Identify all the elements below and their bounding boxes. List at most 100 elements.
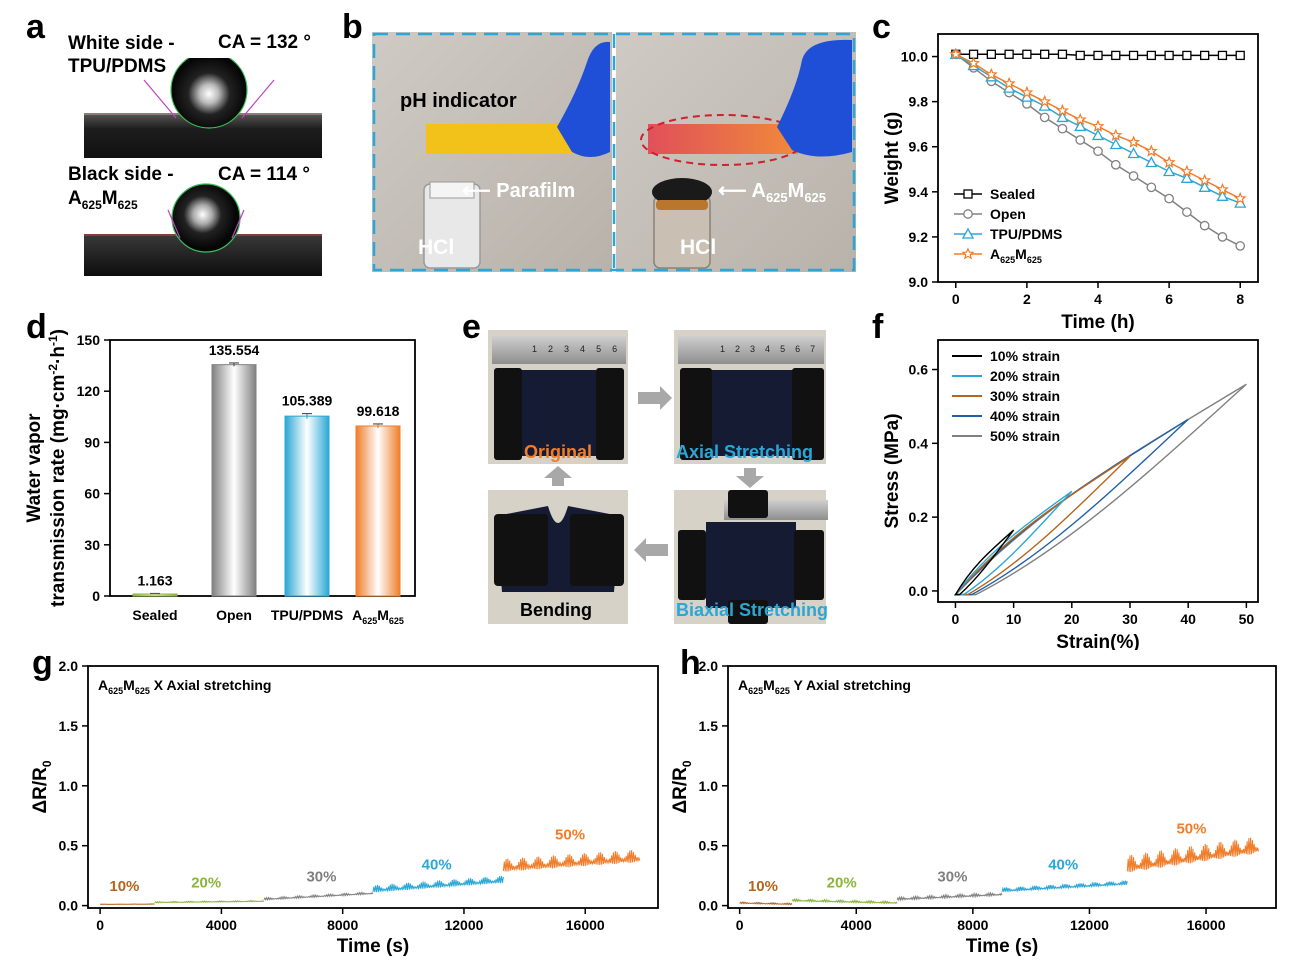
h-title-rest: Y Axial stretching bbox=[790, 677, 911, 693]
g-ylabel-sub: 0 bbox=[40, 760, 54, 767]
c-legend-marker-1 bbox=[963, 209, 973, 219]
c-point-0 bbox=[1217, 50, 1228, 61]
h-title: A625M625 Y Axial stretching bbox=[738, 677, 911, 696]
c-xtick-label: 8 bbox=[1236, 291, 1244, 307]
h-ytick-label: 1.5 bbox=[699, 718, 719, 734]
h-xtick-label: 12000 bbox=[1070, 917, 1109, 933]
d-bar-3 bbox=[355, 425, 401, 597]
c-point-1 bbox=[1164, 193, 1174, 204]
c-point-1 bbox=[1182, 207, 1192, 217]
biaxial-stretching-label: Biaxial Stretching bbox=[676, 600, 829, 620]
c-point-2 bbox=[1198, 180, 1211, 192]
g-xtick-label: 16000 bbox=[566, 917, 605, 933]
c-point-2 bbox=[1091, 129, 1105, 141]
panel-label-c: c bbox=[872, 8, 891, 46]
contact-angle-photo-top bbox=[84, 58, 322, 158]
c-xtick-label: 2 bbox=[1023, 291, 1031, 307]
c-point-3 bbox=[1073, 112, 1087, 126]
h-xtick-label: 0 bbox=[736, 917, 744, 933]
c-point-3 bbox=[1233, 191, 1247, 205]
c-ytick-label: 10.0 bbox=[901, 49, 928, 65]
g-xlabel: Time (s) bbox=[337, 936, 410, 957]
h-xtick-label: 16000 bbox=[1187, 917, 1226, 933]
d-value-label-2: 105.389 bbox=[282, 393, 333, 409]
d-ylabel-sup1: -2 bbox=[46, 364, 60, 375]
c-xtick-label: 0 bbox=[952, 291, 960, 307]
ruler-numbers-original: 123456 bbox=[532, 344, 629, 354]
f-loop-4 bbox=[953, 383, 1247, 596]
c-point-2 bbox=[1163, 165, 1176, 177]
d-bar-2 bbox=[284, 415, 330, 597]
g-ytick-label: 2.0 bbox=[59, 658, 79, 674]
g-ylabel: ΔR/R0 bbox=[30, 760, 54, 813]
c-point-2 bbox=[1180, 171, 1193, 183]
f-xtick-label: 30 bbox=[1122, 611, 1138, 627]
c-point-3 bbox=[1215, 182, 1229, 196]
g-title-m: M bbox=[123, 677, 135, 693]
c-xlabel: Time (h) bbox=[1061, 312, 1135, 333]
f-xtick-label: 50 bbox=[1239, 611, 1255, 627]
h-ylabel: ΔR/R0 bbox=[670, 760, 694, 813]
h-segment-label-3: 40% bbox=[1048, 857, 1078, 874]
black-side-label: Black side - bbox=[68, 164, 174, 185]
c-point-0 bbox=[1164, 50, 1174, 61]
bending-label: Bending bbox=[520, 600, 592, 620]
c-point-1 bbox=[1235, 241, 1246, 251]
h-xlabel: Time (s) bbox=[966, 936, 1039, 957]
g-xtick-label: 0 bbox=[96, 917, 104, 933]
c-point-1 bbox=[1217, 232, 1228, 242]
g-xtick-label: 12000 bbox=[444, 917, 483, 933]
contact-angle-photo-bottom bbox=[84, 180, 322, 276]
c-point-3 bbox=[1180, 164, 1194, 177]
f-legend-label-4: 50% strain bbox=[990, 428, 1060, 444]
c-point-2 bbox=[1216, 189, 1229, 201]
c-point-2 bbox=[1127, 147, 1140, 159]
g-segment-label-2: 30% bbox=[306, 869, 336, 886]
f-xtick-label: 0 bbox=[952, 611, 960, 627]
c-legend-label-1: Open bbox=[990, 206, 1026, 222]
c-point-2 bbox=[1074, 120, 1087, 132]
c-point-3 bbox=[1091, 119, 1105, 132]
d-category-label-2: TPU/PDMS bbox=[271, 607, 343, 623]
c-point-3 bbox=[1144, 144, 1158, 157]
panel-label-f: f bbox=[872, 308, 884, 346]
d-value-label-0: 1.163 bbox=[137, 573, 172, 589]
f-xlabel: Strain(%) bbox=[1056, 632, 1139, 650]
ca-top-value: CA = 132 ° bbox=[218, 32, 311, 53]
c-point-1 bbox=[1075, 135, 1086, 145]
c-point-2 bbox=[1109, 138, 1122, 150]
g-xtick-label: 8000 bbox=[327, 917, 358, 933]
white-side-label: White side - bbox=[68, 33, 175, 54]
f-legend-label-1: 20% strain bbox=[990, 368, 1060, 384]
g-title: A625M625 X Axial stretching bbox=[98, 677, 271, 696]
c-ytick-label: 9.8 bbox=[909, 94, 929, 110]
h-ylabel-sub: 0 bbox=[680, 760, 694, 767]
c-xtick-label: 6 bbox=[1165, 291, 1173, 307]
panel-label-b: b bbox=[342, 8, 363, 46]
h-plot-frame bbox=[727, 665, 1277, 909]
d-value-label-3: 99.618 bbox=[357, 403, 400, 419]
h-ytick-label: 0.0 bbox=[699, 898, 719, 914]
c-ytick-label: 9.2 bbox=[909, 229, 929, 245]
c-legend-label-2: TPU/PDMS bbox=[990, 226, 1062, 242]
ca-bottom-value: CA = 114 ° bbox=[218, 164, 310, 185]
droplet-top-drawing bbox=[84, 58, 322, 158]
g-segment-4 bbox=[502, 850, 641, 872]
d-category-label-3: A625M625 bbox=[352, 607, 404, 626]
stretching-photos bbox=[488, 330, 828, 624]
f-ylabel: Stress (MPa) bbox=[882, 413, 903, 528]
f-loop-0 bbox=[954, 529, 1015, 596]
panel-label-d: d bbox=[26, 308, 47, 346]
h-title-a: A bbox=[738, 677, 748, 693]
c-legend-marker-2 bbox=[961, 227, 975, 239]
h-segment-0 bbox=[739, 901, 793, 906]
d-cat4-sub1: 625 bbox=[362, 616, 377, 626]
c-point-0 bbox=[1057, 49, 1068, 59]
c-legend-marker-0 bbox=[963, 189, 973, 199]
droplet-bottom-drawing bbox=[84, 183, 322, 276]
c-point-0 bbox=[986, 49, 996, 59]
c-ytick-label: 9.4 bbox=[909, 184, 929, 200]
d-cat4-m: M bbox=[377, 607, 389, 623]
panel-label-h: h bbox=[680, 644, 701, 682]
